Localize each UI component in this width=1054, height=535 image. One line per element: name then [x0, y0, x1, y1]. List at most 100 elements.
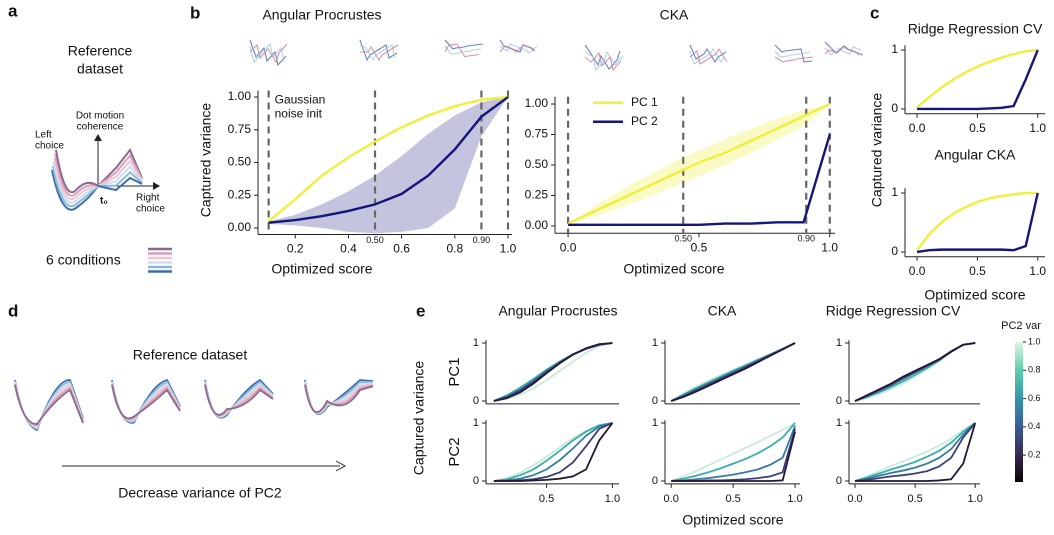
- x-tick-label: 1.0: [787, 493, 802, 505]
- arrow-label: Decrease variance of PC2: [118, 485, 282, 501]
- line: [854, 422, 976, 482]
- axis-label: choice: [136, 204, 165, 215]
- x-axis-label: Optimized score: [623, 261, 724, 277]
- trajectory-icon: [774, 50, 811, 58]
- x-tick-label: 0.0: [560, 240, 577, 254]
- line: [267, 95, 509, 223]
- x-tick-label: 0.5: [907, 493, 922, 505]
- x-tick-label: 0.2: [287, 242, 304, 256]
- chart: Ridge Regression CV 0 1: [826, 303, 980, 407]
- y-tick-label: 0: [891, 244, 898, 258]
- x-tick-label: 0.0: [909, 121, 926, 135]
- legend-text: 6 conditions: [46, 252, 121, 268]
- diagram-title: dataset: [77, 61, 123, 77]
- trajectory-icon: [584, 51, 622, 72]
- line: [493, 422, 613, 482]
- arrow-head: [94, 134, 102, 141]
- trajectory-icon: [360, 44, 399, 62]
- row-label: PC1: [446, 357, 463, 386]
- trajectory-icon: [499, 43, 538, 54]
- line: [854, 422, 976, 482]
- y-tick-label: 1.00: [228, 89, 252, 103]
- trajectory-icon: [689, 47, 728, 65]
- line: [670, 422, 796, 482]
- arrow-head: [335, 460, 347, 472]
- line: [670, 342, 796, 402]
- y-tick-label: 1: [891, 42, 898, 56]
- line: [855, 422, 977, 482]
- x-tick-label: 1.0: [500, 242, 517, 256]
- y-axis-label: Captured variance: [411, 361, 427, 476]
- chart: Angular Procrustes Captured variance PC1 0 1: [411, 303, 619, 476]
- y-tick-label: 1: [652, 417, 658, 429]
- x-tick-label: 0.0: [847, 493, 862, 505]
- x-tick-label: 1.0: [821, 240, 838, 254]
- condition-trace: [97, 171, 143, 187]
- line: [854, 342, 976, 402]
- line: [493, 422, 614, 482]
- y-tick-label: 0: [473, 395, 479, 407]
- y-tick-label: 0.25: [228, 187, 252, 201]
- trajectory-icon: [774, 56, 814, 63]
- annotation: noise init: [275, 107, 323, 121]
- reference-label: 0.90: [473, 235, 491, 245]
- panel-letter: e: [416, 301, 425, 320]
- y-tick-label: 1.00: [525, 96, 549, 110]
- y-tick-label: 0: [836, 395, 842, 407]
- y-tick-label: 0.50: [228, 155, 252, 169]
- x-tick-label: 1.0: [1029, 264, 1046, 278]
- x-tick-label: 1.0: [968, 493, 983, 505]
- x-tick-label: 0.5: [539, 493, 554, 505]
- x-tick-label: 0.0: [664, 493, 679, 505]
- chart: 0 1 0.0 0.5 1.0: [836, 417, 983, 505]
- chart-title: Angular CKA: [935, 147, 1017, 163]
- chart: Ridge Regression CV Captured variance 0 1 0.…: [869, 21, 1047, 208]
- condition-trace: [51, 165, 99, 208]
- chart: CKA Optimized score 0.00 0.25 0.50 0.75 1.00 0.…: [525, 7, 839, 277]
- colorbar-tick-label: 0.6: [1028, 393, 1041, 403]
- reference-trace: [204, 384, 274, 416]
- reference-label: 0.50: [674, 234, 692, 244]
- line: [671, 431, 796, 482]
- chart: Angular CKA Optimized score 0 1 0.0 0.5 1.0: [891, 147, 1046, 303]
- reference-trace: [111, 384, 181, 420]
- trajectory-icon: [249, 43, 288, 64]
- condition-trace: [97, 165, 143, 187]
- condition-trace: [53, 157, 99, 201]
- annotation: Gaussian: [275, 93, 326, 107]
- diagrams: a b c d e Reference dataset Dot motion c…: [8, 1, 879, 500]
- y-tick-label: 1: [836, 417, 842, 429]
- chart-title: Ridge Regression CV: [908, 21, 1043, 37]
- line: [671, 422, 796, 482]
- y-tick-label: 0.75: [228, 122, 252, 136]
- x-tick-label: 1.0: [605, 493, 620, 505]
- condition-trace: [97, 176, 143, 192]
- line: [493, 342, 613, 402]
- trajectory-icon: [359, 39, 398, 62]
- diagram-title: Reference: [68, 43, 133, 59]
- reference-trace: [304, 384, 374, 414]
- y-tick-label: 0: [891, 101, 898, 115]
- condition-trace: [97, 148, 143, 187]
- y-tick-label: 1: [891, 185, 898, 199]
- line: [493, 342, 613, 402]
- colorbar: [1015, 342, 1023, 482]
- x-tick-label: 0.5: [725, 493, 740, 505]
- chart: Optimized score 0 1 0.0 0.5 1.0: [652, 417, 803, 528]
- y-tick-label: 1: [473, 417, 479, 429]
- line: [671, 425, 796, 482]
- line: [916, 48, 1038, 109]
- chart-title: Angular Procrustes: [262, 7, 381, 23]
- line: [567, 102, 831, 225]
- panel-letter: d: [8, 301, 18, 320]
- x-tick-label: 0.4: [340, 242, 357, 256]
- panel-letter: b: [190, 3, 200, 22]
- y-tick-label: 0: [652, 475, 658, 487]
- panel-letter: a: [8, 1, 18, 20]
- y-tick-label: 1: [836, 337, 842, 349]
- trajectory-icon: [249, 42, 285, 64]
- trajectory-icon: [499, 44, 536, 53]
- trajectory-icon: [824, 46, 862, 56]
- line: [916, 192, 1039, 254]
